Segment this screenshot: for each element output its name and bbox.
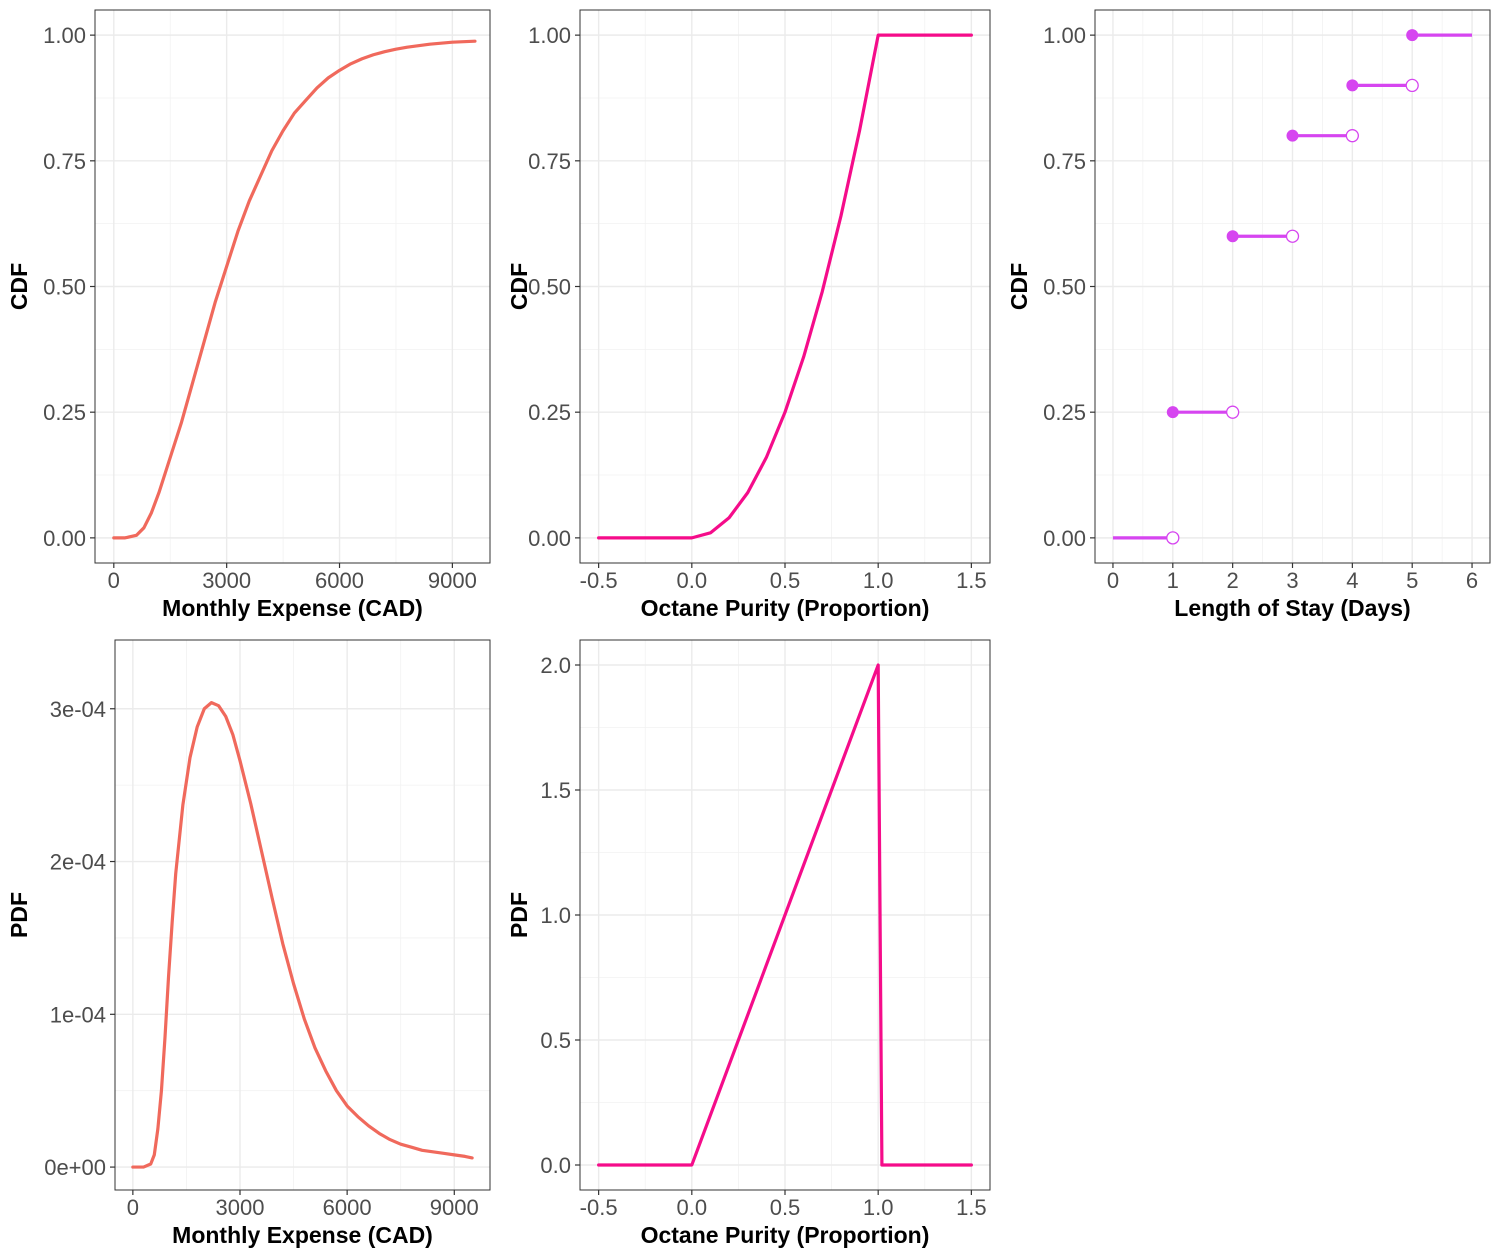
- closed-point: [1166, 406, 1179, 419]
- y-tick-label: 0.25: [43, 400, 86, 425]
- x-tick-label: 0: [127, 1195, 139, 1220]
- y-axis-title: CDF: [1006, 263, 1032, 310]
- y-tick-label: 1.00: [1043, 23, 1086, 48]
- y-axis-title: CDF: [6, 263, 32, 310]
- x-tick-label: 1.5: [956, 1195, 987, 1220]
- panel-pdf-octane: -0.5 0.0 0.5 1.0 1.5 0.0 0.5 1.0 1.5 2.0 Octane Pu…: [506, 639, 991, 1248]
- open-point: [1345, 129, 1359, 143]
- closed-point: [1226, 230, 1239, 243]
- open-point: [1405, 78, 1419, 93]
- closed-point: [1346, 79, 1359, 92]
- x-tick-label: 9000: [428, 568, 477, 593]
- x-tick-label: 1: [1167, 568, 1179, 593]
- x-tick-label: 0: [1107, 568, 1119, 593]
- open-point: [1166, 531, 1180, 545]
- y-tick-label: 2e-04: [50, 850, 106, 875]
- y-tick-label: 0.00: [43, 526, 86, 551]
- y-axis-title: PDF: [506, 892, 532, 938]
- x-tick-label: 5: [1406, 568, 1418, 593]
- y-axis-title: PDF: [6, 892, 32, 938]
- x-tick-label: 2: [1227, 568, 1239, 593]
- x-tick-label: 0.0: [677, 1195, 708, 1220]
- series-line: [131, 701, 474, 1169]
- y-tick-label: 0.5: [540, 1028, 571, 1053]
- panel-pdf-expense: 0 3000 6000 9000 0e+00 1e-04 2e-04 3e-04 Monthly…: [6, 639, 491, 1248]
- open-point: [1285, 229, 1300, 243]
- y-tick-label: 2.0: [540, 653, 571, 678]
- y-tick-label: 0.25: [1043, 400, 1086, 425]
- x-tick-label: -0.5: [580, 1195, 618, 1220]
- x-tick-label: 0.5: [770, 568, 801, 593]
- x-tick-label: 1.0: [863, 568, 894, 593]
- panel-cdf-expense: 0 3000 6000 9000 0.00 0.25 0.50 0.75 1.00 Monthly…: [6, 9, 491, 621]
- y-tick-label: 0.25: [528, 400, 571, 425]
- x-tick-label: 6: [1466, 568, 1478, 593]
- closed-point: [1286, 129, 1299, 142]
- x-tick-label: 0: [108, 568, 120, 593]
- x-tick-label: 4: [1346, 568, 1358, 593]
- y-tick-label: 0.00: [1043, 526, 1086, 551]
- series-line: [597, 663, 973, 1167]
- x-tick-label: 6000: [323, 1195, 372, 1220]
- y-tick-label: 1e-04: [50, 1002, 106, 1027]
- y-tick-label: 0.50: [528, 275, 571, 300]
- x-axis-title: Length of Stay (Days): [1174, 595, 1410, 621]
- x-tick-label: 3: [1286, 568, 1298, 593]
- y-tick-label: 0.75: [43, 149, 86, 174]
- series-line: [112, 39, 477, 540]
- x-axis-title: Monthly Expense (CAD): [162, 595, 423, 621]
- x-axis-title: Octane Purity (Proportion): [641, 595, 930, 621]
- x-axis-title: Octane Purity (Proportion): [641, 1222, 930, 1248]
- x-tick-label: 9000: [430, 1195, 479, 1220]
- y-tick-label: 0.50: [43, 275, 86, 300]
- y-tick-label: 1.00: [43, 23, 86, 48]
- y-tick-label: 0e+00: [44, 1155, 106, 1180]
- x-tick-label: 0.5: [770, 1195, 801, 1220]
- panel-cdf-octane: -0.5 0.0 0.5 1.0 1.5 0.00 0.25 0.50 0.75 1.00 Octa…: [506, 9, 991, 621]
- y-tick-label: 0.75: [528, 149, 571, 174]
- panel-border: [114, 639, 491, 1191]
- y-tick-label: 3e-04: [50, 697, 106, 722]
- y-tick-label: 0.0: [540, 1153, 571, 1178]
- x-tick-label: 3000: [202, 568, 251, 593]
- closed-point: [1406, 29, 1419, 42]
- x-axis-title: Monthly Expense (CAD): [172, 1222, 433, 1248]
- y-tick-label: 0.75: [1043, 149, 1086, 174]
- x-tick-label: -0.5: [580, 568, 618, 593]
- x-tick-label: 1.5: [956, 568, 987, 593]
- y-tick-label: 0.50: [1043, 275, 1086, 300]
- panel-cdf-stay: 0 1 2 3 4 5 6 0.00 0.25 0.50 0.75 1.00 Length of Sta…: [1006, 9, 1491, 621]
- x-tick-label: 0.0: [677, 568, 708, 593]
- y-tick-label: 0.00: [528, 526, 571, 551]
- y-tick-label: 1.00: [528, 23, 571, 48]
- y-axis-title: CDF: [506, 263, 532, 310]
- series-line: [597, 33, 973, 540]
- y-tick-label: 1.0: [540, 903, 571, 928]
- x-tick-label: 1.0: [863, 1195, 894, 1220]
- x-tick-label: 6000: [315, 568, 364, 593]
- open-point: [1226, 405, 1240, 419]
- x-tick-label: 3000: [216, 1195, 265, 1220]
- y-tick-label: 1.5: [540, 778, 571, 803]
